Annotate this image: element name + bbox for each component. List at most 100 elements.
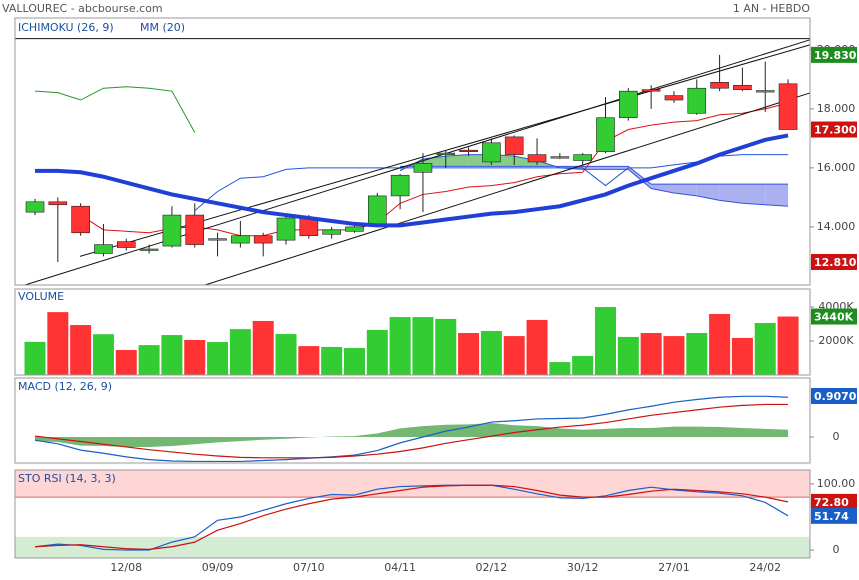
y-tick-label: 16.000 bbox=[817, 161, 856, 174]
candle-body bbox=[185, 214, 205, 245]
candle-body bbox=[504, 136, 524, 155]
x-tick-label: 07/10 bbox=[293, 561, 325, 574]
overbought-zone bbox=[15, 470, 810, 498]
volume-bar bbox=[275, 334, 297, 375]
indicator-line bbox=[34, 484, 789, 550]
ichimoku-cloud bbox=[696, 184, 720, 201]
volume-bar bbox=[252, 320, 274, 375]
candle-body bbox=[367, 195, 387, 226]
volume-bar bbox=[412, 317, 434, 375]
candle-body bbox=[573, 154, 592, 161]
panel-title: STO RSI (14, 3, 3) bbox=[18, 472, 116, 485]
panel-frame bbox=[14, 17, 811, 286]
indicator-line bbox=[34, 395, 789, 463]
panel-frame bbox=[14, 288, 811, 376]
volume-bar bbox=[754, 322, 776, 375]
value-badge-label: 51.74 bbox=[814, 510, 849, 523]
candle-body bbox=[253, 235, 273, 244]
span-a-line bbox=[399, 154, 789, 207]
candle-body bbox=[596, 117, 615, 152]
candle-body bbox=[687, 87, 707, 114]
value-badge-label: 19.830 bbox=[814, 49, 857, 62]
x-tick-label: 12/08 bbox=[110, 561, 142, 574]
value-badge-label: 3440K bbox=[814, 311, 854, 324]
candle-body bbox=[322, 229, 341, 235]
ichimoku-cloud bbox=[445, 154, 469, 167]
volume-bar bbox=[663, 336, 685, 375]
legend-entry: ICHIMOKU (26, 9) bbox=[18, 21, 114, 34]
candle-body bbox=[733, 84, 752, 90]
x-tick-label: 30/12 bbox=[567, 561, 599, 574]
volume-bar bbox=[617, 336, 639, 375]
candle-body bbox=[641, 89, 661, 92]
candle-body bbox=[94, 244, 113, 254]
volume-bar bbox=[458, 333, 480, 375]
candle-body bbox=[527, 154, 547, 163]
volume-bar bbox=[298, 346, 320, 375]
volume-bar bbox=[115, 350, 137, 375]
period: 1 AN - HEBDO bbox=[733, 2, 810, 15]
candle-body bbox=[778, 83, 798, 130]
panel-frame bbox=[14, 469, 811, 559]
volume-bar bbox=[777, 316, 799, 375]
volume-bar bbox=[595, 307, 616, 375]
trendline bbox=[24, 39, 811, 286]
ichimoku-cloud bbox=[651, 184, 674, 193]
volume-bar bbox=[526, 319, 548, 375]
value-badge bbox=[811, 253, 857, 270]
volume-bar bbox=[161, 335, 183, 375]
candle-body bbox=[162, 214, 182, 247]
volume-bar bbox=[229, 329, 251, 375]
candle-body bbox=[550, 156, 570, 159]
x-tick-label: 04/11 bbox=[384, 561, 416, 574]
candle-body bbox=[208, 238, 227, 241]
volume-bar bbox=[92, 334, 114, 375]
ichimoku-cloud bbox=[514, 156, 538, 167]
legend-bg bbox=[16, 19, 186, 35]
x-tick-label: 02/12 bbox=[476, 561, 508, 574]
volume-bar bbox=[70, 325, 92, 375]
volume-bar bbox=[435, 318, 457, 375]
x-tick-label: 24/02 bbox=[749, 561, 781, 574]
ichimoku-cloud bbox=[605, 166, 629, 170]
page-title: VALLOUREC - abcbourse.com bbox=[2, 2, 163, 15]
ichimoku-cloud bbox=[719, 184, 743, 204]
value-badge bbox=[811, 121, 857, 138]
candle-body bbox=[116, 241, 136, 248]
candle-body bbox=[276, 217, 296, 241]
volume-bar bbox=[184, 339, 206, 375]
panel-title: MACD (12, 26, 9) bbox=[18, 380, 112, 393]
volume-bar bbox=[731, 337, 753, 375]
value-badge bbox=[811, 493, 857, 510]
volume-bar bbox=[138, 345, 160, 375]
y-tick-label: 0 bbox=[833, 543, 840, 556]
y-tick-label: 2000K bbox=[818, 334, 854, 347]
macd-histogram bbox=[35, 422, 789, 447]
ichimoku-cloud bbox=[742, 184, 766, 205]
value-badge bbox=[811, 308, 857, 325]
ichimoku-cloud bbox=[765, 184, 789, 207]
candle-body bbox=[619, 90, 638, 119]
y-tick-label: 14.000 bbox=[817, 220, 856, 233]
candle-body bbox=[48, 201, 68, 206]
volume-bar bbox=[549, 362, 571, 375]
volume-bar bbox=[366, 329, 388, 375]
value-badge-label: 12.810 bbox=[814, 256, 857, 269]
candle-body bbox=[436, 152, 456, 155]
x-tick-label: 27/01 bbox=[658, 561, 690, 574]
volume-bar bbox=[389, 317, 411, 375]
volume-bar bbox=[321, 346, 343, 375]
volume-bar bbox=[503, 336, 525, 375]
ichimoku-cloud bbox=[628, 166, 652, 189]
candle-body bbox=[413, 163, 433, 173]
candle-body bbox=[755, 90, 775, 93]
candle-body bbox=[25, 201, 45, 213]
value-badge bbox=[811, 387, 857, 404]
value-badge bbox=[811, 46, 857, 63]
volume-bar bbox=[640, 333, 662, 375]
indicator-line bbox=[34, 484, 789, 551]
volume-bar bbox=[686, 333, 708, 375]
value-badge bbox=[811, 507, 857, 524]
volume-bar bbox=[480, 330, 502, 375]
